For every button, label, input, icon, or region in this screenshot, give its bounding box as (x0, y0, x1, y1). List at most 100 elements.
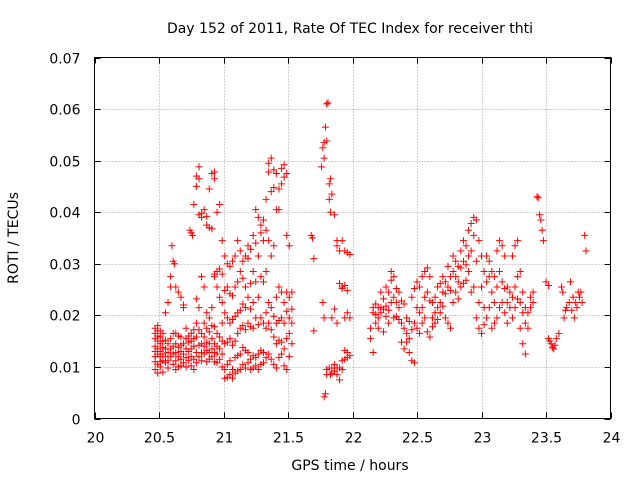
data-point (285, 242, 293, 250)
data-point (270, 312, 278, 320)
data-point (280, 161, 288, 169)
data-point (320, 314, 328, 322)
data-point (485, 304, 493, 312)
data-point (533, 193, 541, 201)
y-tick-labels: 0 0.01 0.02 0.03 0.04 0.05 0.06 0.07 (49, 52, 80, 429)
data-point (441, 314, 449, 322)
data-point (346, 251, 354, 259)
data-points (151, 99, 590, 401)
data-point (441, 278, 449, 286)
data-point (257, 221, 265, 229)
data-point (550, 345, 558, 353)
data-point (172, 340, 180, 348)
data-point (327, 371, 335, 379)
data-point (577, 288, 585, 296)
data-point (413, 278, 421, 286)
data-point (310, 255, 318, 263)
data-point (498, 242, 506, 250)
data-point (319, 144, 327, 152)
data-point (457, 247, 465, 255)
data-point (385, 306, 393, 314)
data-point (327, 208, 335, 216)
data-point (190, 366, 198, 374)
data-point (428, 323, 436, 331)
data-point (180, 340, 188, 348)
data-point (229, 292, 237, 300)
data-point (493, 247, 501, 255)
data-point (496, 237, 504, 245)
data-point (190, 200, 198, 208)
data-point (503, 319, 511, 327)
data-point (244, 348, 252, 356)
data-point (244, 359, 252, 367)
data-point (231, 283, 239, 291)
data-point (265, 319, 273, 327)
data-point (470, 283, 478, 291)
data-point (467, 288, 475, 296)
data-point (519, 340, 527, 348)
data-point (410, 285, 418, 293)
data-point (249, 268, 257, 276)
data-point (241, 304, 249, 312)
data-point (216, 355, 224, 363)
data-point (262, 324, 270, 332)
data-point (267, 188, 275, 196)
data-point (278, 350, 286, 358)
data-point (547, 340, 555, 348)
data-point (524, 324, 532, 332)
data-point (190, 355, 198, 363)
data-point (395, 288, 403, 296)
data-point (203, 309, 211, 317)
data-point (180, 304, 188, 312)
data-point (216, 200, 224, 208)
x-tick-label: 21.5 (273, 431, 304, 447)
data-point (475, 298, 483, 306)
data-point (511, 242, 519, 250)
data-point (216, 265, 224, 273)
data-point (283, 335, 291, 343)
data-point (272, 364, 280, 372)
data-point (343, 309, 351, 317)
data-point (328, 314, 336, 322)
data-point (275, 185, 283, 193)
x-tick-label: 23.5 (531, 431, 562, 447)
data-point (465, 226, 473, 234)
data-point (275, 206, 283, 214)
data-point (170, 260, 178, 268)
data-point (555, 329, 563, 337)
data-point (325, 180, 333, 188)
data-point (416, 309, 424, 317)
data-point (428, 298, 436, 306)
data-point (320, 393, 328, 401)
data-point (226, 371, 234, 379)
data-point (439, 302, 447, 310)
data-point (252, 278, 260, 286)
data-point (262, 195, 270, 203)
grid-lines (94, 57, 611, 419)
data-point (239, 274, 247, 282)
data-point (493, 314, 501, 322)
data-point (327, 175, 335, 183)
data-point (338, 366, 346, 374)
data-point (462, 276, 470, 284)
data-point (573, 304, 581, 312)
data-point (195, 326, 203, 334)
data-point (262, 354, 270, 362)
data-point (374, 314, 382, 322)
data-point (223, 360, 231, 368)
data-point (319, 298, 327, 306)
data-point (198, 273, 206, 281)
data-point (480, 321, 488, 329)
data-point (400, 345, 408, 353)
data-point (490, 319, 498, 327)
data-point (534, 194, 542, 202)
data-point (267, 326, 275, 334)
data-point (216, 345, 224, 353)
data-point (234, 329, 242, 337)
x-axis-label: GPS time / hours (291, 458, 408, 474)
data-point (418, 273, 426, 281)
data-point (270, 183, 278, 191)
data-point (270, 333, 278, 341)
